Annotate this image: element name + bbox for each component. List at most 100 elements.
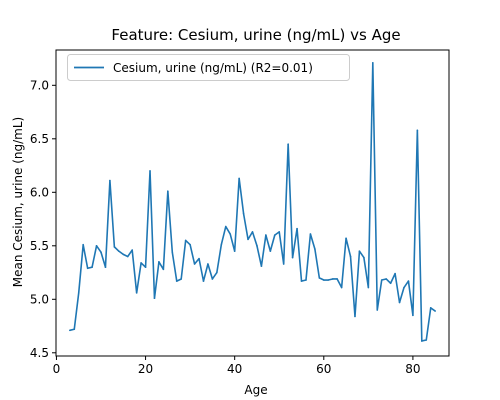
data-point xyxy=(385,278,387,280)
x-tick-label: 40 xyxy=(227,362,242,376)
data-point xyxy=(407,280,410,282)
data-point xyxy=(314,248,316,250)
data-point xyxy=(118,250,120,252)
data-point xyxy=(95,245,98,247)
data-point xyxy=(318,277,321,279)
data-point xyxy=(309,233,312,235)
data-point xyxy=(300,280,303,282)
series-layer xyxy=(69,62,436,342)
data-point xyxy=(126,255,129,258)
data-point xyxy=(394,272,396,275)
legend-box xyxy=(67,54,350,81)
data-point xyxy=(305,279,307,281)
data-point xyxy=(198,257,200,260)
data-point xyxy=(149,170,151,172)
data-point xyxy=(135,292,138,294)
x-tick-label: 80 xyxy=(405,362,420,376)
data-point xyxy=(331,278,334,280)
data-point xyxy=(77,292,80,294)
data-point xyxy=(412,314,414,317)
data-point xyxy=(100,251,102,254)
y-tick-label: 7.0 xyxy=(30,78,49,92)
data-point xyxy=(251,231,254,233)
data-point xyxy=(180,278,183,280)
data-point xyxy=(380,279,383,281)
data-point xyxy=(278,231,281,233)
data-point xyxy=(354,315,356,318)
data-point xyxy=(122,253,125,256)
y-axis: 4.5 5.0 5.5 6.0 6.5 7.0 xyxy=(30,78,56,360)
data-point xyxy=(220,243,223,246)
y-tick-label: 5.5 xyxy=(30,239,49,253)
y-tick-label: 4.5 xyxy=(30,346,49,360)
data-point xyxy=(336,278,338,280)
legend-label: Cesium, urine (ng/mL) (R2=0.01) xyxy=(113,61,313,75)
data-point xyxy=(158,261,160,263)
data-point xyxy=(193,263,196,265)
data-point xyxy=(242,212,245,215)
data-point xyxy=(113,246,116,248)
data-point xyxy=(363,256,365,259)
data-point xyxy=(144,266,147,269)
data-point xyxy=(229,233,232,235)
data-point xyxy=(389,282,392,285)
data-point xyxy=(109,179,111,182)
legend: Cesium, urine (ng/mL) (R2=0.01) xyxy=(67,54,350,81)
data-point xyxy=(327,279,330,281)
data-point xyxy=(416,129,419,132)
data-point xyxy=(269,250,272,252)
data-point xyxy=(82,243,84,246)
data-point xyxy=(184,239,187,242)
data-point xyxy=(256,245,258,247)
data-point xyxy=(224,225,227,228)
data-point xyxy=(238,177,240,180)
data-point xyxy=(211,278,214,280)
data-point xyxy=(175,280,178,282)
x-tick-label: 20 xyxy=(138,362,153,376)
data-point xyxy=(91,266,93,269)
data-point xyxy=(86,267,89,270)
data-point xyxy=(202,280,205,282)
y-tick-label: 6.0 xyxy=(30,185,49,199)
x-tick-label: 0 xyxy=(53,362,61,376)
data-point xyxy=(131,249,133,251)
data-point xyxy=(322,279,325,281)
plot-frame xyxy=(55,49,450,357)
data-point xyxy=(247,238,249,241)
data-point xyxy=(207,263,209,265)
chart-title: Feature: Cesium, urine (ng/mL) vs Age xyxy=(111,26,400,44)
data-point xyxy=(287,143,289,145)
y-axis-label: Mean Cesium, urine (ng/mL) xyxy=(11,117,25,287)
data-point xyxy=(167,190,169,193)
data-point xyxy=(296,227,298,230)
data-point xyxy=(282,263,285,265)
data-point xyxy=(291,256,294,259)
series-line xyxy=(69,62,436,342)
data-point xyxy=(429,307,432,309)
data-point xyxy=(425,339,428,341)
x-axis: 0 20 40 60 80 xyxy=(53,356,421,376)
data-point xyxy=(376,309,379,311)
data-point xyxy=(403,286,405,289)
x-tick-label: 60 xyxy=(316,362,331,376)
y-tick-label: 5.0 xyxy=(30,292,49,306)
data-point xyxy=(372,62,374,64)
data-point xyxy=(358,250,361,252)
data-point xyxy=(189,243,191,246)
y-tick-label: 6.5 xyxy=(30,132,49,146)
data-point xyxy=(340,286,343,289)
data-point xyxy=(104,266,107,269)
data-point xyxy=(345,237,347,240)
data-point xyxy=(162,268,165,271)
data-point xyxy=(73,328,76,331)
data-point xyxy=(434,310,436,312)
data-point xyxy=(265,234,267,236)
data-point xyxy=(140,262,142,264)
data-point xyxy=(153,297,156,300)
data-point xyxy=(367,286,370,289)
x-axis-label: Age xyxy=(244,383,267,397)
data-point xyxy=(233,250,236,252)
data-point xyxy=(260,265,263,267)
data-point xyxy=(273,234,276,236)
